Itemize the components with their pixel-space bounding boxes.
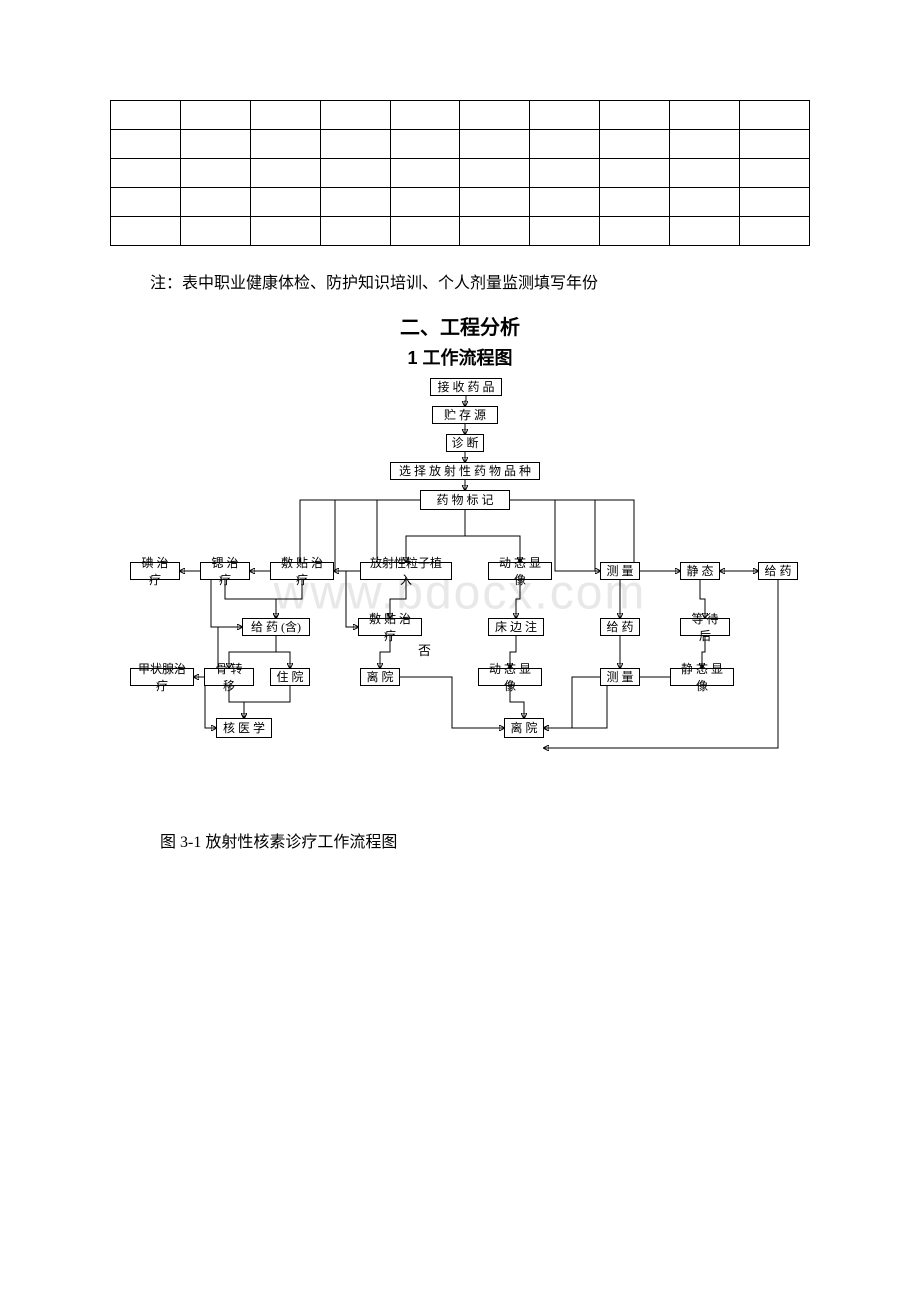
flow-node: 静 态 — [680, 562, 720, 580]
table-cell — [530, 130, 600, 159]
table-cell — [250, 130, 320, 159]
table-cell — [460, 130, 530, 159]
flow-node: 离 院 — [360, 668, 400, 686]
table-cell — [111, 101, 181, 130]
flow-node: 静 态 显 像 — [670, 668, 734, 686]
table-cell — [670, 188, 740, 217]
data-table — [110, 100, 810, 246]
table-cell — [250, 159, 320, 188]
table-cell — [600, 217, 670, 246]
flowchart: www.bdocx.com 否 接 收 药 品贮 存 源诊 断选 择 放 射 性… — [110, 378, 810, 808]
table-cell — [460, 217, 530, 246]
flow-node: 住 院 — [270, 668, 310, 686]
flow-node: 离 院 — [504, 718, 544, 738]
table-cell — [670, 101, 740, 130]
table-cell — [111, 188, 181, 217]
table-cell — [111, 130, 181, 159]
table-cell — [180, 159, 250, 188]
flow-node: 碘 治 疗 — [130, 562, 180, 580]
table-cell — [390, 101, 460, 130]
flow-node: 锶 治 疗 — [200, 562, 250, 580]
table-cell — [250, 217, 320, 246]
table-cell — [460, 159, 530, 188]
table-cell — [320, 159, 390, 188]
figure-caption: 图 3-1 放射性核素诊疗工作流程图 — [160, 828, 810, 852]
flow-node: 接 收 药 品 — [430, 378, 502, 396]
table-cell — [740, 159, 810, 188]
table-cell — [600, 101, 670, 130]
flow-node: 等 待 后 — [680, 618, 730, 636]
table-cell — [390, 188, 460, 217]
edge-label-no: 否 — [418, 640, 431, 659]
flow-node: 动 态 显 像 — [478, 668, 542, 686]
flow-node: 测 量 — [600, 668, 640, 686]
flow-node: 放射性粒子植入 — [360, 562, 452, 580]
flow-node: 甲状腺治疗 — [130, 668, 194, 686]
table-cell — [250, 101, 320, 130]
table-note: 注：表中职业健康体检、防护知识培训、个人剂量监测填写年份 — [150, 270, 810, 299]
table-cell — [600, 159, 670, 188]
table-cell — [530, 188, 600, 217]
table-cell — [390, 130, 460, 159]
table-cell — [320, 217, 390, 246]
table-cell — [390, 217, 460, 246]
flow-node: 贮 存 源 — [432, 406, 498, 424]
table-cell — [670, 130, 740, 159]
table-cell — [111, 159, 181, 188]
table-cell — [320, 188, 390, 217]
sub-heading: 1 工作流程图 — [110, 344, 810, 370]
flow-node: 给 药 — [758, 562, 798, 580]
table-cell — [180, 217, 250, 246]
table-cell — [600, 130, 670, 159]
flow-node: 动 态 显 像 — [488, 562, 552, 580]
table-cell — [670, 159, 740, 188]
table-cell — [180, 188, 250, 217]
table-cell — [530, 159, 600, 188]
table-cell — [250, 188, 320, 217]
table-cell — [740, 217, 810, 246]
table-cell — [460, 188, 530, 217]
table-cell — [390, 159, 460, 188]
flow-node: 诊 断 — [446, 434, 484, 452]
table-cell — [740, 188, 810, 217]
section-heading: 二、工程分析 — [110, 311, 810, 340]
flow-node: 敷 贴 治 疗 — [358, 618, 422, 636]
flow-node: 测 量 — [600, 562, 640, 580]
flow-node: 骨 转 移 — [204, 668, 254, 686]
table-cell — [111, 217, 181, 246]
table-cell — [740, 101, 810, 130]
table-cell — [320, 101, 390, 130]
flow-node: 选 择 放 射 性 药 物 品 种 — [390, 462, 540, 480]
table-cell — [530, 101, 600, 130]
table-cell — [320, 130, 390, 159]
table-cell — [600, 188, 670, 217]
table-cell — [180, 130, 250, 159]
table-cell — [460, 101, 530, 130]
table-cell — [530, 217, 600, 246]
table-cell — [670, 217, 740, 246]
flow-node: 敷 贴 治 疗 — [270, 562, 334, 580]
flow-node: 给 药 — [600, 618, 640, 636]
flow-node: 给 药 (含) — [242, 618, 310, 636]
flow-node: 床 边 注 — [488, 618, 544, 636]
table-cell — [740, 130, 810, 159]
flow-node: 药 物 标 记 — [420, 490, 510, 510]
flow-node: 核 医 学 — [216, 718, 272, 738]
table-cell — [180, 101, 250, 130]
